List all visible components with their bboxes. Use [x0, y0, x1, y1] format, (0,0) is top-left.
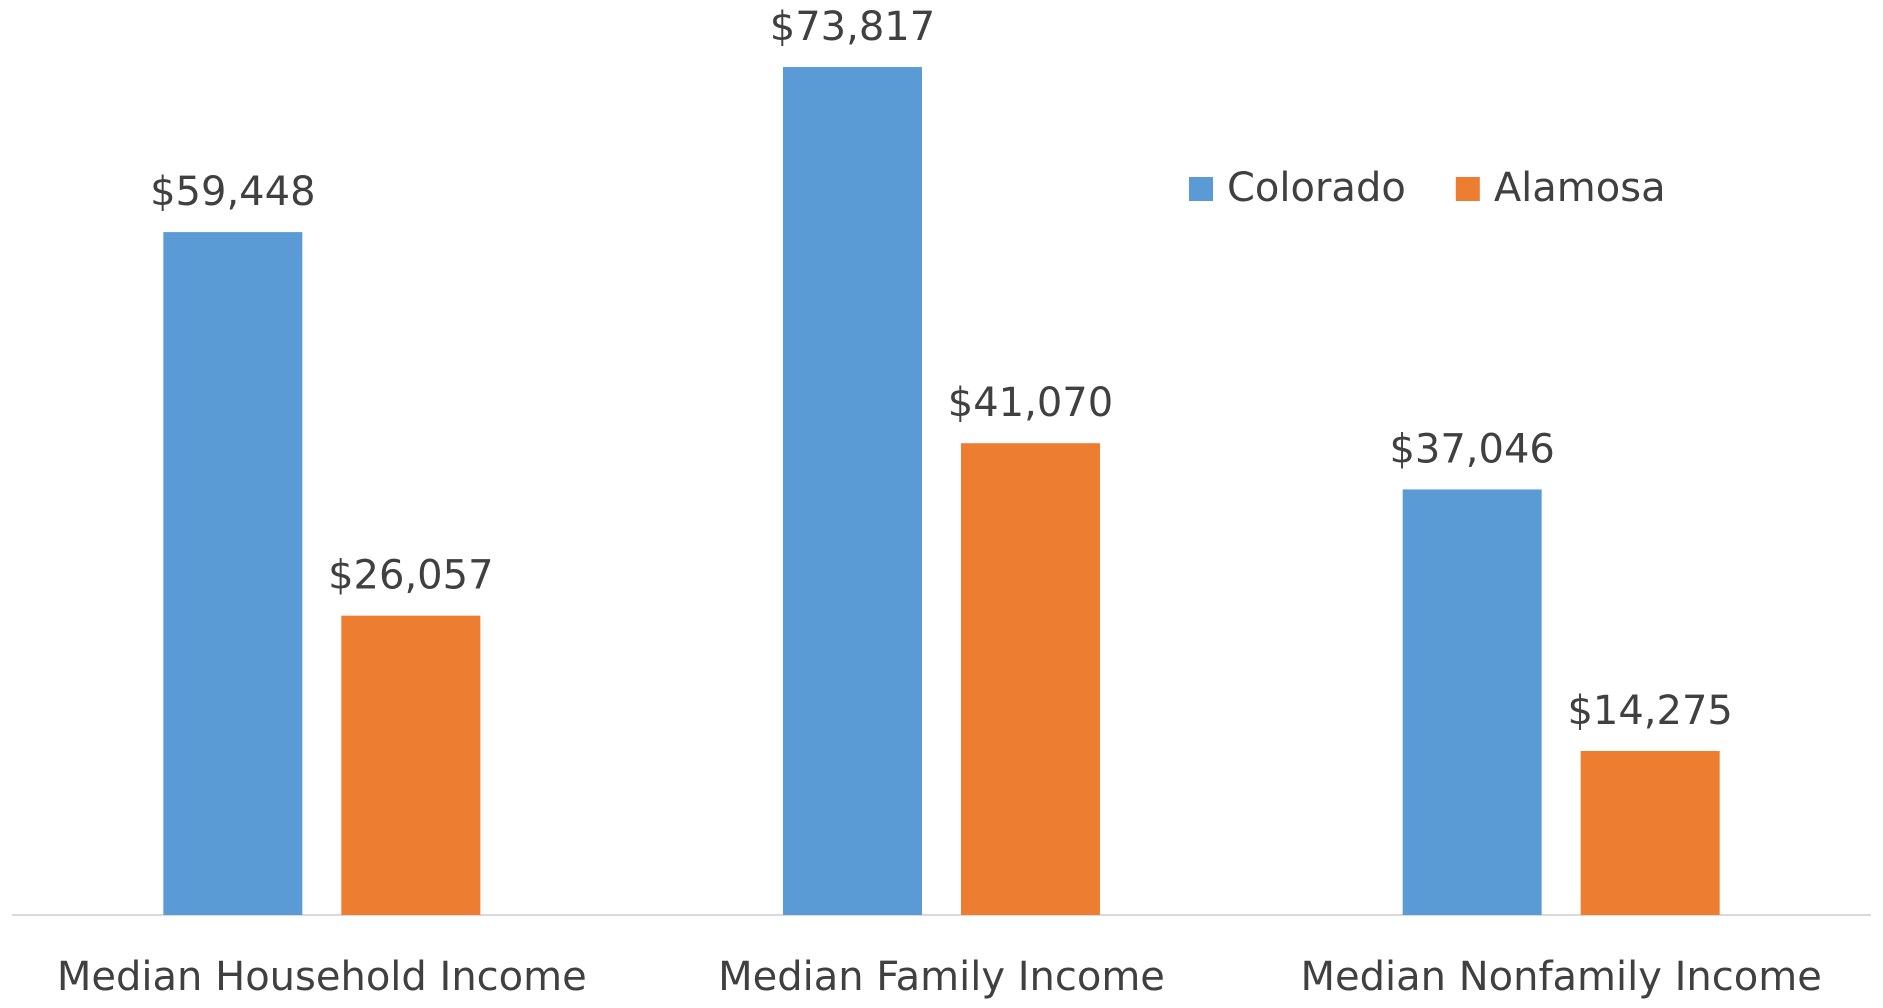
value-label: $26,057 [328, 553, 493, 599]
x-tick-label: Median Family Income [718, 954, 1165, 1000]
value-label: $41,070 [948, 380, 1113, 426]
bar [163, 232, 303, 916]
value-label: $73,817 [770, 4, 935, 50]
x-tick-label: Median Nonfamily Income [1301, 954, 1822, 1000]
value-label: $37,046 [1389, 426, 1554, 472]
legend-swatch [1189, 177, 1213, 201]
value-label: $59,448 [150, 169, 315, 215]
bar [1580, 751, 1720, 915]
legend-label: Colorado [1227, 165, 1406, 211]
bar [961, 443, 1100, 915]
x-tick-label: Median Household Income [57, 954, 587, 1000]
value-label: $14,275 [1567, 688, 1732, 734]
bar [783, 67, 922, 915]
bar [341, 615, 481, 915]
bar [1402, 489, 1542, 915]
legend-swatch [1455, 177, 1480, 201]
legend-label: Alamosa [1494, 165, 1666, 211]
